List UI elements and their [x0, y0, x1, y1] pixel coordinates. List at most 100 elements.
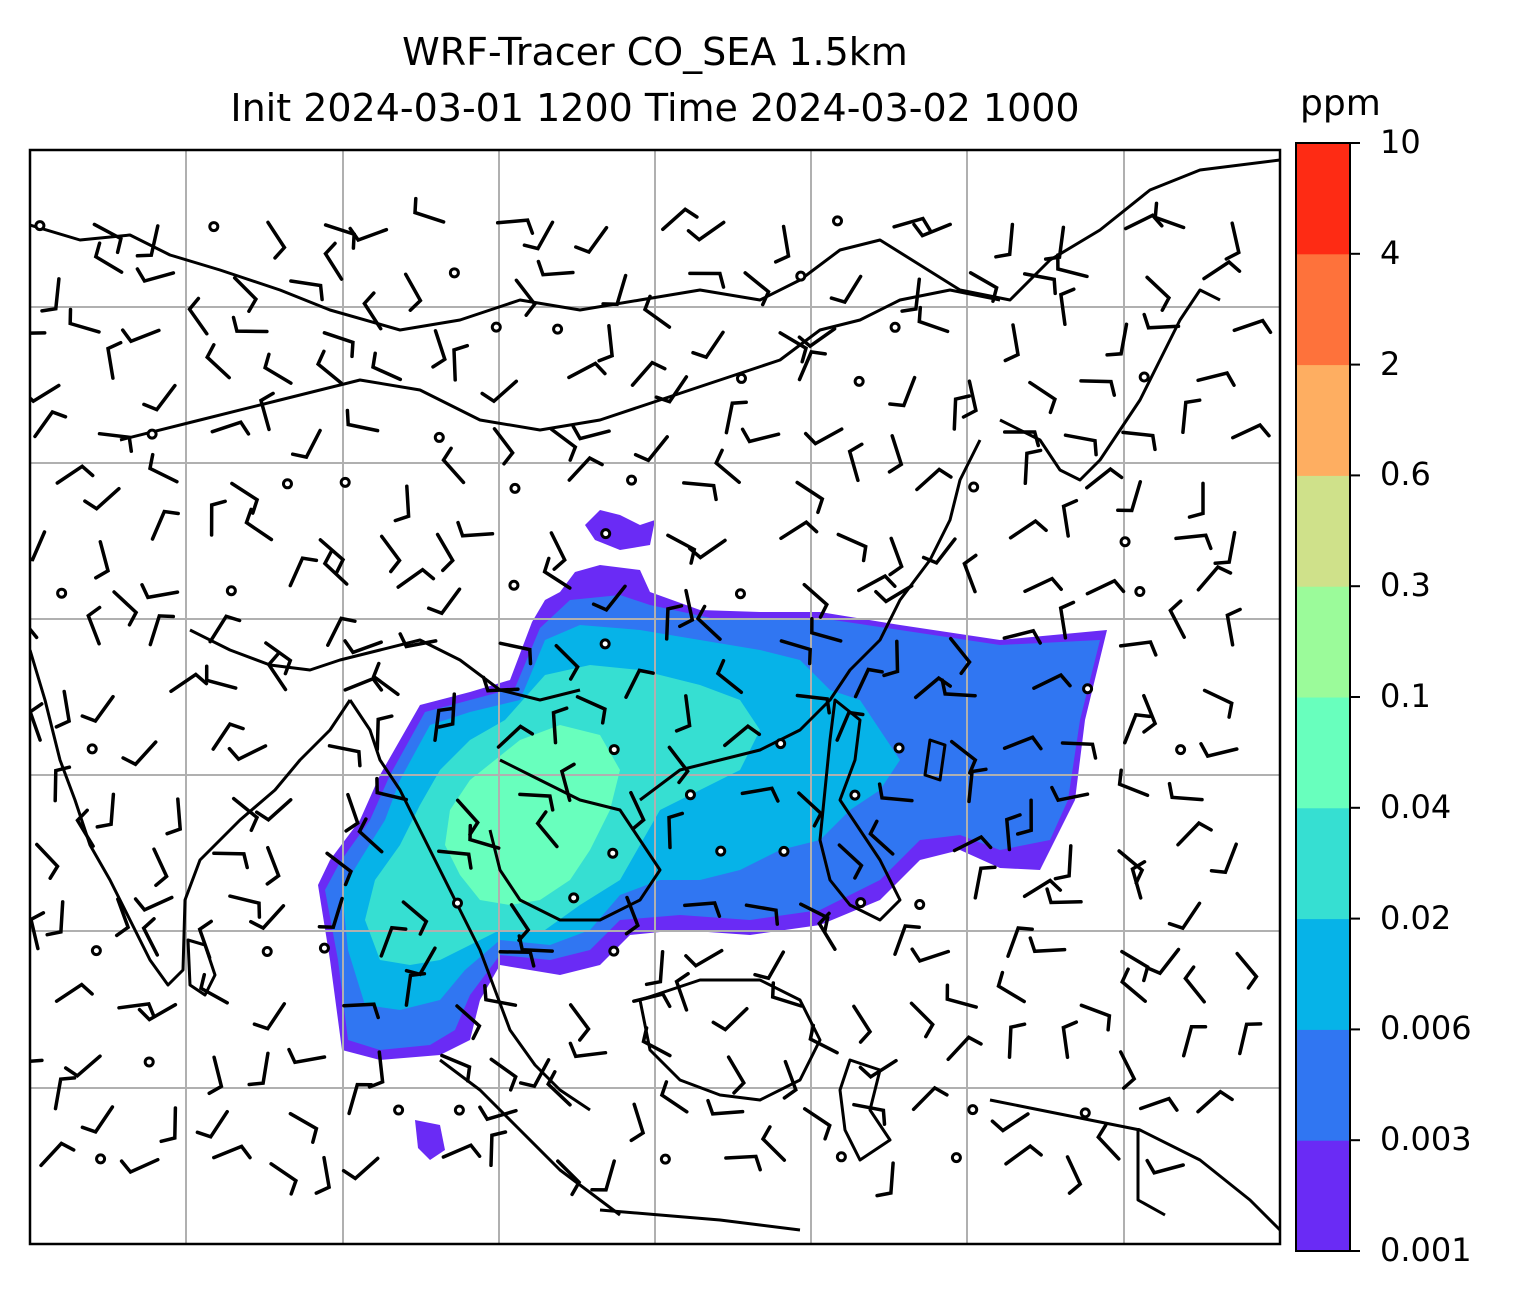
wind-barb — [724, 400, 748, 435]
wind-barb — [1181, 398, 1202, 435]
calm-wind-marker — [552, 323, 564, 335]
wind-barb — [574, 225, 609, 255]
wind-barb — [135, 267, 176, 284]
wind-barb — [1004, 1143, 1043, 1166]
wind-barb — [654, 375, 689, 404]
wind-barb — [441, 446, 466, 485]
wind-barb — [68, 307, 101, 334]
wind-barb — [632, 991, 672, 1009]
wind-barb — [1225, 607, 1242, 647]
wind-barb — [715, 658, 744, 695]
wind-barb — [514, 278, 537, 317]
wind-barb — [357, 817, 384, 854]
wind-barb — [1196, 564, 1233, 592]
calm-wind-marker — [34, 220, 46, 232]
wind-barb — [597, 324, 614, 363]
calm-wind-marker — [453, 1104, 465, 1116]
wind-barb — [910, 947, 951, 963]
wind-barb — [1130, 860, 1147, 900]
wind-barb — [797, 791, 824, 828]
wind-barb — [911, 1085, 949, 1112]
wind-barb — [1224, 221, 1241, 261]
colorbar-tick-label: 10 — [1380, 123, 1421, 161]
calm-wind-marker — [1138, 371, 1150, 383]
wind-barb — [396, 567, 436, 589]
wind-barb — [1145, 1158, 1185, 1175]
wind-barb — [674, 694, 692, 733]
wind-barb — [779, 639, 812, 666]
wind-barb — [1023, 576, 1063, 594]
colorbar-segment — [1296, 475, 1350, 587]
wind-barb — [498, 950, 536, 968]
calm-wind-marker — [659, 1153, 671, 1165]
wind-barb — [495, 218, 535, 235]
wind-barb — [159, 1106, 178, 1144]
wind-barb — [1202, 259, 1242, 281]
wind-barb — [231, 315, 269, 334]
calm-wind-marker — [281, 478, 293, 490]
wind-barb — [509, 903, 531, 943]
colorbar-tick-label: 0.3 — [1380, 566, 1431, 605]
calm-wind-marker — [508, 579, 520, 591]
wind-barb — [1138, 1096, 1179, 1112]
wind-barb — [1183, 965, 1206, 1004]
wind-barb — [230, 481, 260, 515]
wind-barb — [799, 902, 830, 934]
wind-barb — [80, 1105, 115, 1134]
wind-barb — [691, 330, 725, 360]
plume-level-001-blob2 — [585, 510, 655, 550]
wind-barb — [888, 375, 917, 408]
wind-barb — [1079, 379, 1117, 397]
wind-barb — [601, 273, 628, 307]
wind-barb — [1142, 693, 1158, 734]
wind-barb — [121, 740, 158, 767]
wind-barb — [1061, 498, 1079, 538]
wind-barb — [642, 294, 672, 329]
calm-wind-marker — [1082, 683, 1094, 695]
wind-barb — [249, 904, 286, 931]
wind-barb — [724, 1154, 762, 1172]
wind-barb — [517, 934, 554, 953]
calm-wind-marker — [832, 215, 844, 227]
india-coastline — [30, 649, 352, 987]
wind-barb — [912, 222, 952, 238]
wind-barb — [1142, 312, 1181, 330]
wind-barb — [211, 722, 245, 751]
wind-barb — [1213, 530, 1237, 565]
wind-barb — [393, 484, 411, 523]
wind-barb — [678, 588, 695, 629]
colorbar-tick-label: 0.04 — [1380, 787, 1452, 826]
wind-barb — [379, 925, 408, 958]
wind-barb — [868, 819, 895, 856]
calm-wind-marker — [795, 270, 807, 282]
calm-wind-marker — [914, 899, 926, 911]
wind-barb — [835, 710, 865, 742]
wind-barb — [1028, 380, 1057, 415]
wind-barb — [973, 865, 997, 900]
calm-wind-marker — [608, 744, 620, 756]
wind-barb — [852, 1004, 873, 1044]
wind-barb — [630, 360, 667, 387]
colorbar-segment — [1296, 697, 1350, 809]
wind-barb — [1043, 225, 1066, 261]
wind-barb — [714, 448, 741, 485]
calm-wind-marker — [448, 267, 460, 279]
wind-barb — [1123, 712, 1152, 745]
wind-barb — [633, 435, 669, 463]
wind-barb — [1063, 433, 1098, 457]
wind-barb — [318, 538, 346, 574]
wind-barb — [289, 279, 324, 302]
wind-barb — [556, 1159, 582, 1197]
calm-wind-marker — [225, 585, 237, 597]
calm-wind-marker — [715, 845, 727, 857]
calm-wind-marker — [968, 481, 980, 493]
wind-barb — [343, 639, 383, 655]
wind-barb — [888, 536, 904, 577]
wind-barb — [624, 895, 640, 936]
colorbar-segment — [1296, 253, 1350, 366]
wind-barb — [1002, 628, 1042, 645]
colorbar-segment — [1296, 1140, 1350, 1252]
wind-barb — [1060, 741, 1098, 760]
png-border — [1136, 1128, 1166, 1217]
